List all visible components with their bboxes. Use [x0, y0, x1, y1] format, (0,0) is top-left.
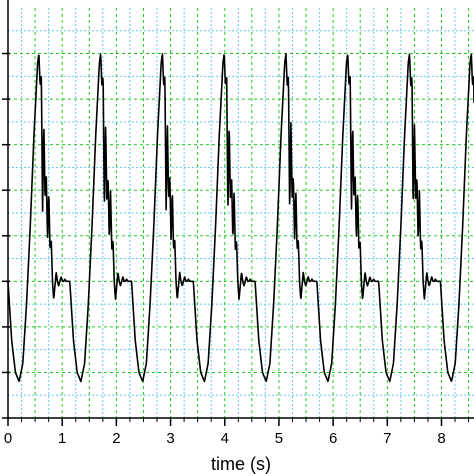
x-tick-label: 1: [58, 430, 66, 447]
x-tick-label: 7: [383, 430, 391, 447]
x-tick-label: 3: [166, 430, 174, 447]
minor-grid: [8, 8, 474, 418]
series-line-0: [7, 53, 474, 383]
major-grid: [8, 8, 474, 419]
x-tick-labels: 0 1 2 3 4 5 6 7 8: [4, 430, 446, 447]
x-tick-label: 5: [275, 430, 283, 447]
x-tick-label: 0: [4, 430, 12, 447]
axes: [2, 0, 474, 426]
x-axis-title: time (s): [211, 454, 271, 474]
plot-lines: [7, 53, 474, 383]
x-tick-label: 8: [437, 430, 445, 447]
x-tick-label: 6: [329, 430, 337, 447]
x-tick-label: 4: [221, 430, 229, 447]
x-tick-label: 2: [112, 430, 120, 447]
